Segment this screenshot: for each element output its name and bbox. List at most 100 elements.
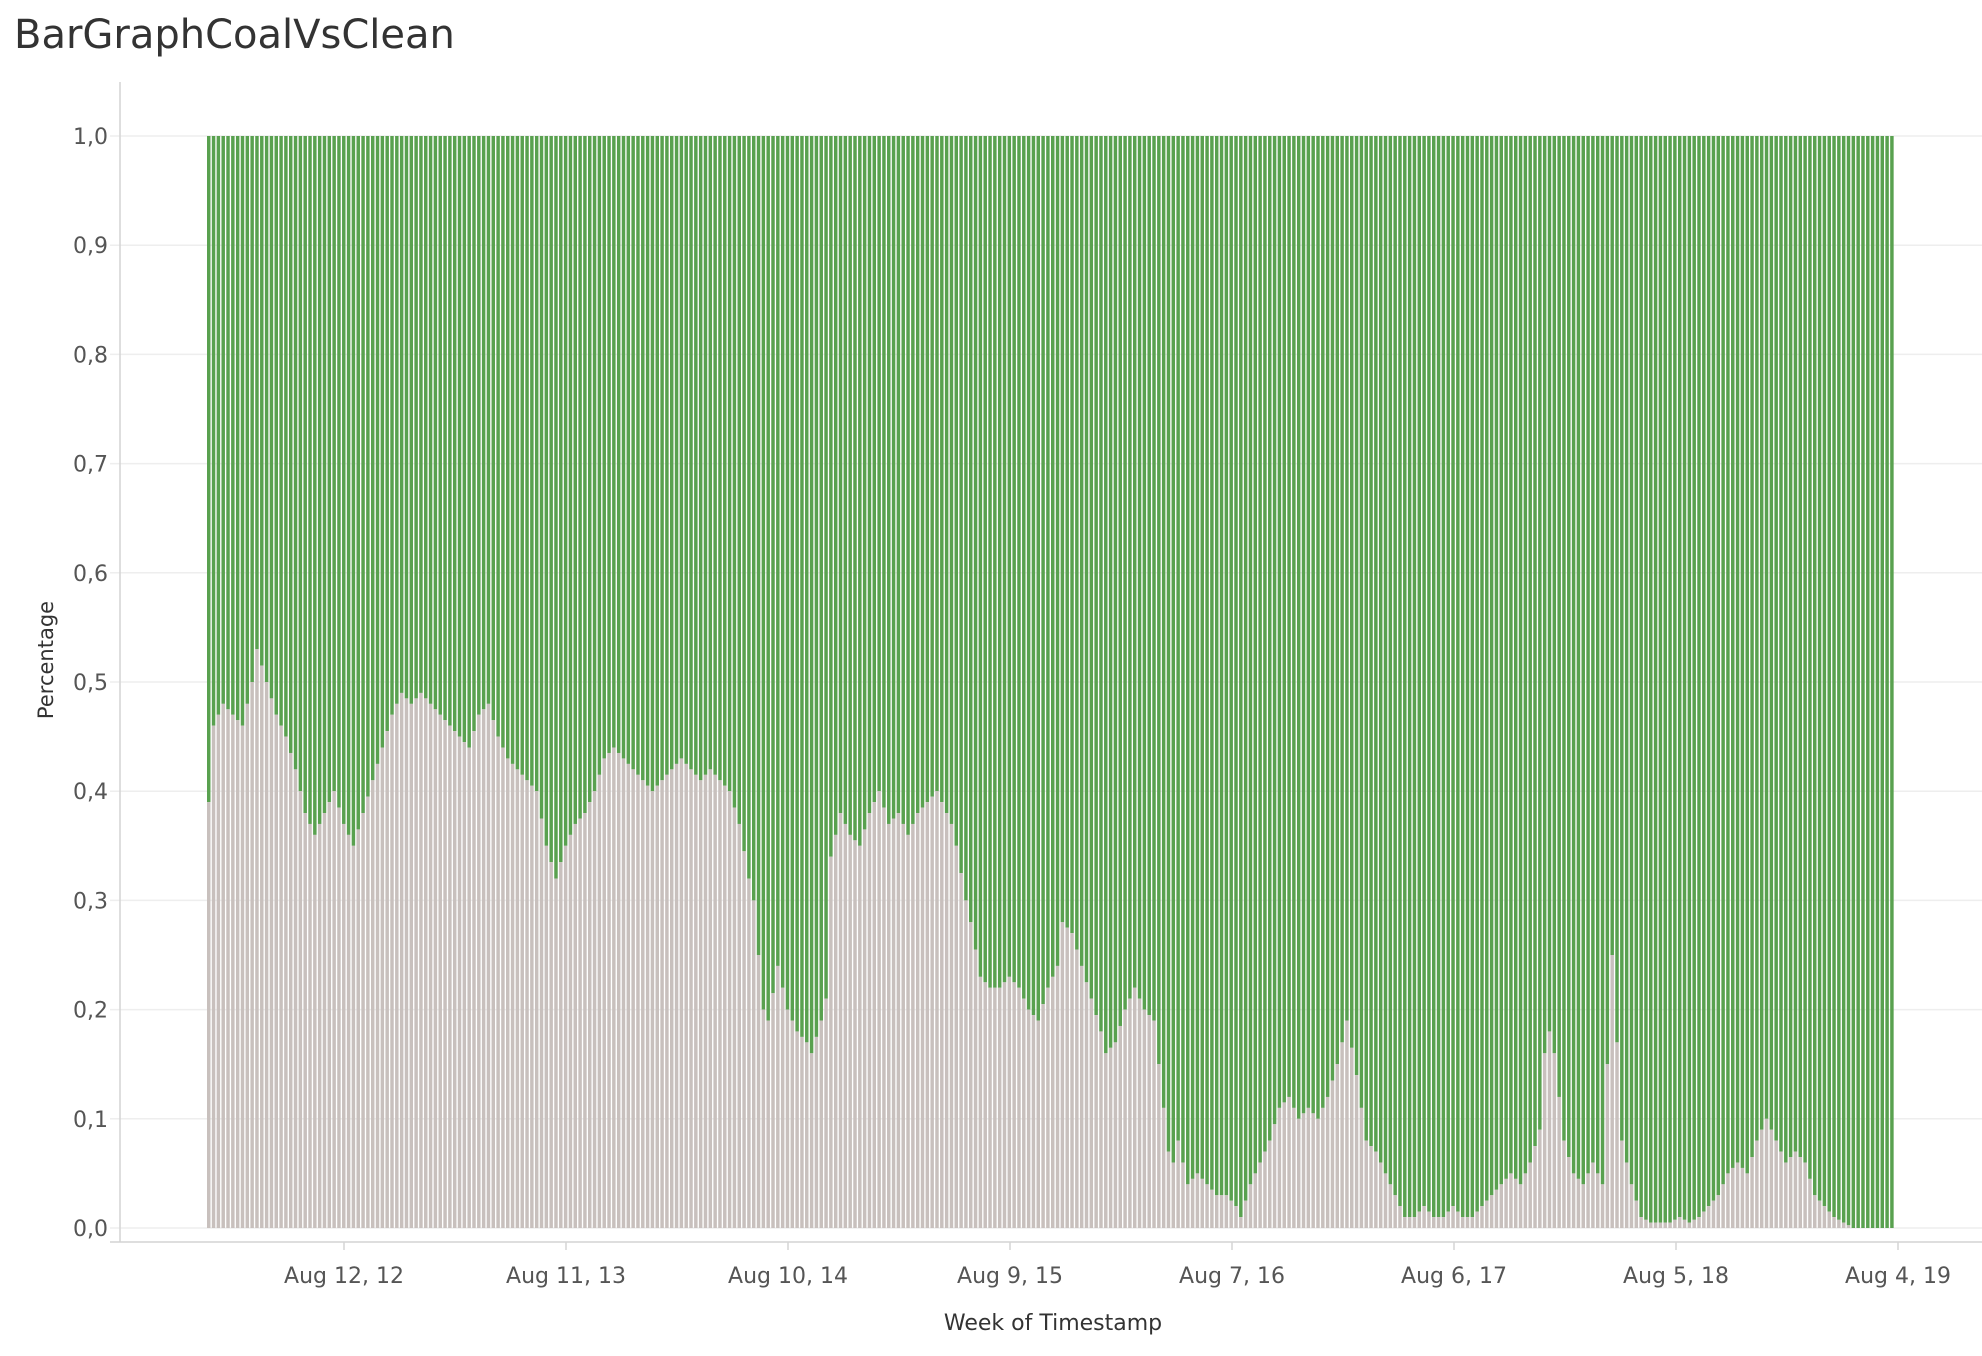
bar-clean	[520, 136, 524, 775]
bar-coal	[1475, 1211, 1479, 1228]
bar-coal	[1403, 1217, 1407, 1228]
bar-clean	[216, 136, 221, 715]
x-axis-label: Week of Timestamp	[944, 1311, 1162, 1336]
bar-clean	[1263, 136, 1267, 1152]
bar-clean	[322, 136, 327, 814]
bar-coal	[1465, 1217, 1470, 1228]
bar-coal	[1494, 1189, 1499, 1228]
bar-coal	[1634, 1200, 1639, 1228]
bar-clean	[1451, 136, 1455, 1207]
bar-coal	[1485, 1200, 1489, 1228]
bar-clean	[1817, 136, 1822, 1201]
bar-clean	[1277, 136, 1282, 1108]
bar-clean	[1600, 136, 1605, 1185]
bar-coal	[1620, 1140, 1624, 1228]
bar-coal	[1658, 1222, 1663, 1228]
bar-coal	[337, 807, 341, 1228]
bar-clean	[602, 136, 606, 759]
bar-clean	[790, 136, 795, 1021]
bar-coal	[1586, 1173, 1590, 1228]
bar-clean	[1523, 136, 1528, 1174]
bar-clean	[814, 136, 819, 1037]
bar-coal	[361, 813, 365, 1228]
bar-coal	[1007, 976, 1012, 1228]
bar-coal	[370, 780, 375, 1228]
bar-clean	[390, 136, 394, 715]
bar-coal	[1128, 998, 1132, 1228]
bar-clean	[245, 136, 250, 704]
bar-coal	[1677, 1217, 1682, 1228]
bar-coal	[795, 1031, 799, 1228]
bar-clean	[703, 136, 708, 775]
bar-coal	[1321, 1107, 1325, 1228]
bar-clean	[824, 136, 828, 999]
bar-clean	[1022, 136, 1026, 999]
bar-clean	[1292, 136, 1296, 1108]
bar-clean	[1152, 136, 1156, 1021]
bar-coal	[1132, 987, 1137, 1228]
bar-clean	[1711, 136, 1716, 1201]
bar-coal	[1075, 949, 1079, 1228]
bar-coal	[452, 731, 457, 1228]
bar-coal	[1837, 1219, 1841, 1228]
bar-coal	[1287, 1096, 1291, 1228]
bar-coal	[211, 725, 216, 1228]
bar-coal	[313, 834, 317, 1228]
bar-coal	[385, 731, 389, 1228]
bar-coal	[1576, 1178, 1581, 1228]
bar-coal	[1393, 1195, 1397, 1228]
bar-coal	[805, 1042, 809, 1228]
bar-clean	[337, 136, 341, 808]
bar-coal	[1436, 1217, 1441, 1228]
bar-coal	[506, 758, 510, 1228]
bar-clean	[1827, 136, 1831, 1212]
bar-clean	[1480, 136, 1484, 1207]
bar-coal	[920, 807, 925, 1228]
bar-clean	[1769, 136, 1774, 1130]
bar-coal	[226, 709, 230, 1228]
bar-clean	[1268, 136, 1272, 1141]
bar-coal	[1523, 1173, 1528, 1228]
bar-coal	[1253, 1173, 1258, 1228]
bar-clean	[506, 136, 510, 759]
bar-coal	[1595, 1173, 1600, 1228]
bar-coal	[578, 818, 582, 1228]
bar-coal	[1663, 1222, 1667, 1228]
y-tick-labels: 0,0 0,1 0,2 0,3 0,4 0,5 0,6 0,7 0,8 0,9 1,0	[73, 125, 108, 1242]
bar-coal	[780, 987, 785, 1228]
bar-clean	[1258, 136, 1262, 1163]
bar-coal	[1041, 1004, 1045, 1228]
bar-clean	[1485, 136, 1489, 1201]
bar-clean	[481, 136, 486, 710]
bar-clean	[1441, 136, 1446, 1218]
bar-coal	[703, 774, 708, 1228]
bar-coal	[1345, 1020, 1349, 1228]
bar-coal	[679, 758, 684, 1228]
bar-clean	[1460, 136, 1465, 1218]
bar-coal	[588, 802, 592, 1228]
bar-clean	[1060, 136, 1065, 923]
bar-coal	[1692, 1219, 1696, 1228]
bar-clean	[1552, 136, 1557, 1054]
bar-coal	[694, 774, 698, 1228]
bar-coal	[872, 802, 877, 1228]
bar-clean	[694, 136, 698, 775]
bar-coal	[1350, 1047, 1354, 1228]
bar-clean	[1137, 136, 1142, 999]
bar-clean	[1417, 136, 1422, 1212]
bar-clean	[1851, 136, 1856, 1228]
bar-coal	[655, 785, 659, 1228]
bar-clean	[800, 136, 804, 1037]
bar-clean	[641, 136, 645, 781]
bar-clean	[231, 136, 235, 715]
bar-coal	[602, 758, 606, 1228]
bar-clean	[843, 136, 848, 824]
bar-coal	[761, 1009, 766, 1228]
bar-coal	[515, 769, 520, 1228]
bar-clean	[833, 136, 838, 835]
bar-coal	[1706, 1206, 1711, 1228]
bar-clean	[1861, 136, 1865, 1228]
bar-clean	[1272, 136, 1277, 1125]
bar-coal	[1591, 1162, 1595, 1228]
bar-coal	[708, 769, 713, 1228]
